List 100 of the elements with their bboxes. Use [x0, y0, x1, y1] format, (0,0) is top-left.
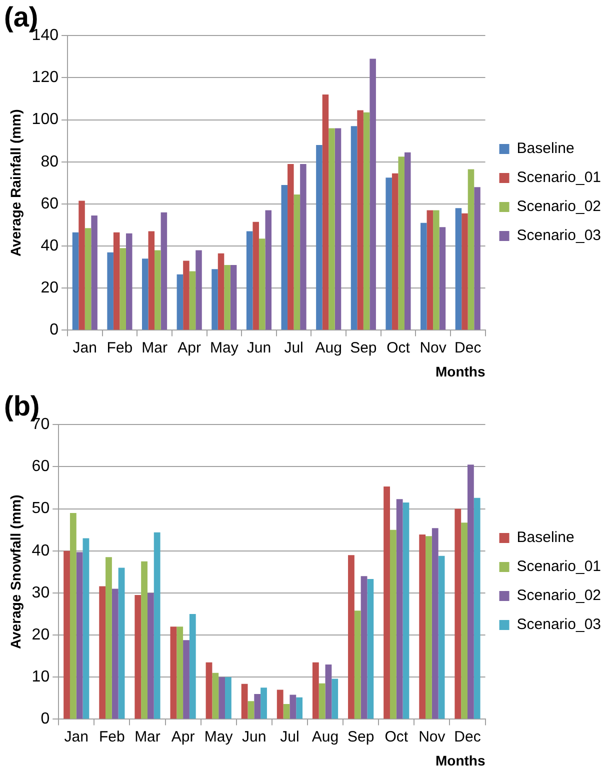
bar: [354, 610, 361, 719]
bar: [189, 271, 196, 330]
y-tick-label: 120: [32, 69, 59, 86]
bar: [433, 210, 440, 330]
x-tick-label: Dec: [454, 728, 482, 746]
bar: [384, 486, 390, 719]
bar: [218, 677, 225, 719]
bar: [170, 626, 177, 719]
bar: [118, 568, 125, 719]
bar: [141, 561, 148, 719]
bar: [370, 58, 376, 330]
bar: [72, 232, 79, 330]
legend-label: Scenario_02: [516, 198, 602, 216]
x-tick-label: Oct: [384, 728, 409, 746]
bar: [176, 274, 184, 330]
y-tick-label: 40: [40, 237, 59, 254]
x-tick-label: Sep: [350, 339, 377, 356]
bar: [467, 464, 474, 719]
y-tick-label: 20: [32, 626, 50, 644]
bar: [328, 128, 335, 330]
bar: [296, 697, 303, 719]
bar: [392, 173, 398, 330]
bar: [230, 264, 237, 330]
x-tick-label: Feb: [99, 728, 125, 746]
y-tick-label: 40: [32, 542, 50, 560]
bar: [183, 260, 190, 330]
bar: [176, 626, 184, 719]
bar: [288, 164, 294, 330]
x-tick-label: Nov: [420, 339, 447, 356]
bar: [76, 552, 83, 719]
bar: [439, 227, 446, 330]
bar: [91, 216, 98, 330]
bar: [404, 152, 411, 330]
bar: [300, 164, 306, 330]
bar: [246, 231, 253, 330]
bar: [390, 530, 396, 719]
bar: [294, 194, 300, 330]
bar: [64, 550, 70, 719]
x-axis-title: Months: [436, 752, 486, 768]
x-tick-label: Apr: [171, 728, 195, 746]
bar: [360, 576, 368, 719]
x-tick-label: Aug: [312, 728, 339, 746]
bar: [290, 694, 296, 719]
legend-label: Scenario_03: [516, 616, 602, 634]
bar: [348, 555, 354, 719]
bar: [432, 528, 438, 719]
bar: [398, 156, 404, 330]
bar: [334, 128, 342, 330]
bar: [426, 536, 432, 719]
bar: [386, 178, 392, 330]
y-tick-label: 60: [40, 195, 59, 212]
x-tick-label: Mar: [142, 339, 168, 356]
x-tick-label: Feb: [106, 339, 133, 356]
bar: [142, 258, 148, 330]
bar: [147, 592, 154, 719]
y-axis-title: Average Rainfall (mm): [7, 109, 24, 257]
legend-label: Baseline: [516, 140, 574, 158]
bar: [112, 588, 118, 719]
x-tick-label: Nov: [418, 728, 446, 746]
bar: [357, 110, 364, 330]
y-tick-label: 60: [32, 458, 50, 476]
x-tick-label: Jun: [242, 728, 266, 746]
y-tick-label: 30: [32, 584, 50, 602]
bar: [461, 522, 468, 719]
y-tick-label: 80: [40, 153, 59, 170]
bar: [70, 512, 76, 719]
bar: [322, 94, 329, 330]
x-tick-label: May: [210, 339, 239, 356]
bar: [183, 640, 190, 719]
legend-label: Scenario_01: [516, 169, 602, 186]
y-tick-label: 20: [40, 280, 59, 297]
bar: [196, 250, 202, 330]
legend-label: Scenario_03: [516, 227, 602, 244]
x-tick-label: Apr: [178, 339, 202, 356]
bar: [189, 614, 196, 719]
bar: [474, 187, 480, 330]
bar: [99, 586, 106, 719]
bar: [134, 595, 142, 719]
bar: [248, 701, 254, 719]
bar: [107, 252, 114, 330]
bar: [82, 538, 90, 719]
bar: [468, 169, 474, 330]
bar: [225, 677, 232, 719]
bar: [254, 694, 261, 719]
y-tick-label: 0: [50, 322, 59, 339]
y-tick-label: 100: [32, 111, 59, 128]
x-tick-label: Dec: [454, 339, 482, 356]
x-axis-title: Months: [436, 363, 486, 380]
y-tick-label: 0: [40, 710, 50, 728]
bar: [154, 250, 161, 330]
bar: [426, 210, 434, 330]
bar: [113, 232, 120, 330]
bar: [224, 264, 230, 330]
bar: [474, 498, 480, 719]
legend-label: Baseline: [516, 529, 574, 546]
bar: [438, 556, 445, 719]
x-tick-label: Mar: [134, 728, 160, 746]
bar: [84, 228, 92, 330]
bar: [454, 508, 462, 719]
bar: [281, 185, 288, 330]
